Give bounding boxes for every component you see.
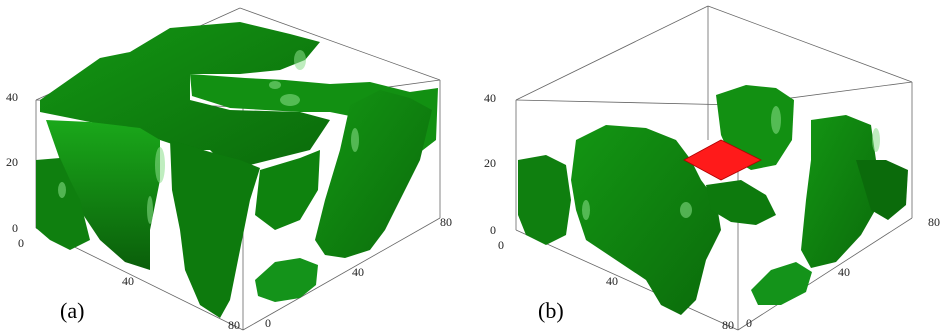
- panel-caption: (a): [60, 298, 84, 323]
- y-tick-80: 80: [440, 215, 452, 229]
- x-tick-80: 80: [722, 318, 734, 332]
- x-axis-ticks: 0 40 80: [498, 238, 734, 332]
- y-tick-80: 80: [928, 215, 940, 229]
- x-tick-40: 40: [122, 274, 134, 288]
- solid-structure: [36, 22, 438, 318]
- z-tick-0: 0: [12, 221, 18, 235]
- y-tick-40: 40: [838, 265, 850, 279]
- z-tick-20: 20: [484, 156, 496, 170]
- panel-a-figure: 0 20 40 0 40 80 0 40 80 (a): [6, 7, 452, 332]
- z-tick-20: 20: [6, 155, 18, 169]
- y-tick-0: 0: [746, 316, 752, 330]
- z-tick-40: 40: [6, 90, 18, 104]
- x-axis-ticks: 0 40 80: [18, 236, 240, 332]
- z-tick-40: 40: [484, 91, 496, 105]
- z-axis-ticks: 0 20 40: [6, 90, 18, 235]
- y-axis-ticks: 0 40 80: [265, 215, 452, 330]
- highlight-marker: [683, 139, 762, 181]
- x-tick-0: 0: [18, 236, 24, 250]
- panel-b: 0 20 40 0 40 80 0 40 80 (b): [476, 0, 951, 333]
- x-tick-80: 80: [228, 318, 240, 332]
- panel-a: 0 20 40 0 40 80 0 40 80 (a): [0, 0, 475, 333]
- z-tick-0: 0: [490, 223, 496, 237]
- y-tick-0: 0: [265, 316, 271, 330]
- panel-caption: (b): [538, 298, 564, 323]
- panel-b-figure: 0 20 40 0 40 80 0 40 80 (b): [484, 5, 940, 332]
- solid-structure: [518, 85, 908, 315]
- y-axis-ticks: 0 40 80: [746, 215, 940, 330]
- x-tick-0: 0: [498, 238, 504, 252]
- x-tick-40: 40: [606, 274, 618, 288]
- z-axis-ticks: 0 20 40: [484, 91, 496, 237]
- y-tick-40: 40: [352, 265, 364, 279]
